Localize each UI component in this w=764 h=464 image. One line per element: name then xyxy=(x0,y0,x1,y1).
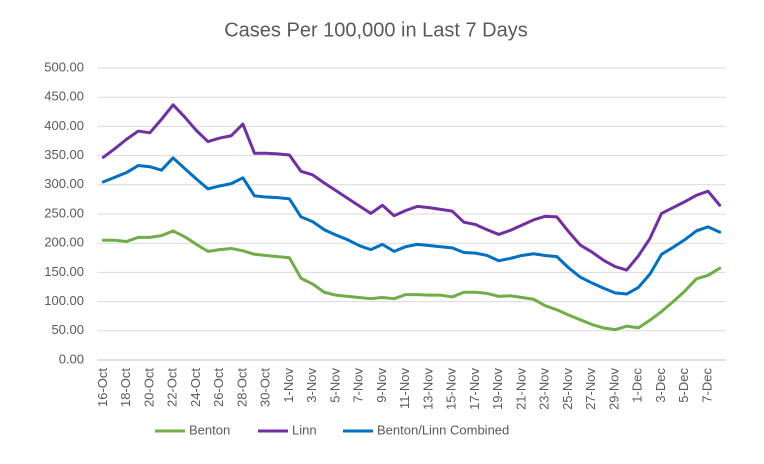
y-tick-label: 400.00 xyxy=(44,118,84,133)
x-tick-label: 1-Dec xyxy=(630,368,645,403)
y-tick-label: 300.00 xyxy=(44,176,84,191)
x-tick-label: 25-Nov xyxy=(560,368,575,410)
y-tick-label: 150.00 xyxy=(44,264,84,279)
x-tick-label: 21-Nov xyxy=(513,368,528,410)
x-tick-label: 7-Dec xyxy=(699,368,714,403)
y-tick-label: 350.00 xyxy=(44,147,84,162)
x-tick-label: 24-Oct xyxy=(188,368,203,407)
x-tick-label: 26-Oct xyxy=(211,368,226,407)
x-tick-label: 1-Nov xyxy=(281,368,296,403)
x-tick-label: 16-Oct xyxy=(95,368,110,407)
y-tick-label: 250.00 xyxy=(44,205,84,220)
x-tick-label: 19-Nov xyxy=(490,368,505,410)
y-tick-label: 50.00 xyxy=(51,322,84,337)
x-tick-label: 3-Nov xyxy=(304,368,319,403)
series-line xyxy=(101,229,722,332)
x-tick-label: 29-Nov xyxy=(606,368,621,410)
x-tick-label: 28-Oct xyxy=(234,368,249,407)
x-tick-label: 18-Oct xyxy=(118,368,133,407)
x-tick-label: 11-Nov xyxy=(397,368,412,409)
x-tick-label: 7-Nov xyxy=(351,368,366,403)
x-tick-label: 30-Oct xyxy=(258,368,273,407)
x-tick-label: 5-Dec xyxy=(676,368,691,403)
x-tick-label: 20-Oct xyxy=(141,368,156,407)
x-tick-label: 15-Nov xyxy=(444,368,459,410)
x-tick-label: 23-Nov xyxy=(537,368,552,410)
x-tick-label: 17-Nov xyxy=(467,368,482,410)
series-line xyxy=(101,103,722,272)
y-tick-label: 500.00 xyxy=(44,59,84,74)
x-tick-label: 27-Nov xyxy=(583,368,598,410)
y-tick-label: 450.00 xyxy=(44,89,84,104)
y-tick-label: 100.00 xyxy=(44,293,84,308)
legend-label: Benton/Linn Combined xyxy=(377,422,509,437)
series-line xyxy=(101,156,722,296)
chart-title: Cases Per 100,000 in Last 7 Days xyxy=(224,19,528,41)
x-tick-label: 3-Dec xyxy=(653,368,668,403)
x-tick-label: 22-Oct xyxy=(165,368,180,407)
legend-label: Linn xyxy=(292,422,317,437)
y-tick-label: 200.00 xyxy=(44,235,84,250)
x-tick-label: 9-Nov xyxy=(374,368,389,403)
y-tick-label: 0.00 xyxy=(59,351,84,366)
legend-label: Benton xyxy=(189,422,230,437)
x-tick-label: 5-Nov xyxy=(327,368,342,403)
x-tick-label: 13-Nov xyxy=(420,368,435,410)
